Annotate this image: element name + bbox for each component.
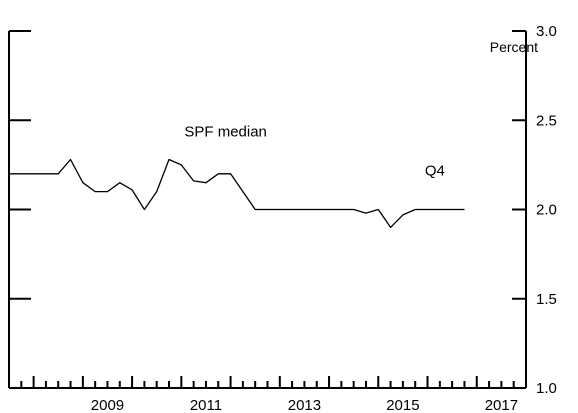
y-axis-tick-labels: 1.0 1.5 2.0 2.5 3.0 [536,23,557,397]
y-tick-label: 2.5 [536,112,557,129]
x-tick-label: 2015 [386,397,419,413]
series-lines [9,158,465,229]
y-axis-ticks [9,30,526,389]
y-axis-unit-label: Percent [490,39,538,55]
x-tick-label: 2009 [91,397,124,413]
series-line [9,158,465,229]
annotation-label: SPF median [184,123,267,140]
y-tick-label: 1.5 [536,291,557,308]
y-tick-label: 1.0 [536,380,557,397]
annotation-label: Q4 [425,163,445,180]
x-axis-ticks [8,376,527,388]
x-tick-label: 2011 [190,397,222,413]
y-tick-label: 2.0 [536,202,557,219]
y-tick-label: 3.0 [536,23,557,40]
x-tick-label: 2013 [288,397,321,413]
x-axis-tick-labels: 2009 2011 2013 2015 2017 [91,397,518,413]
chart-annotations: SPF median Q4 [184,123,445,179]
x-tick-label: 2017 [485,397,518,413]
